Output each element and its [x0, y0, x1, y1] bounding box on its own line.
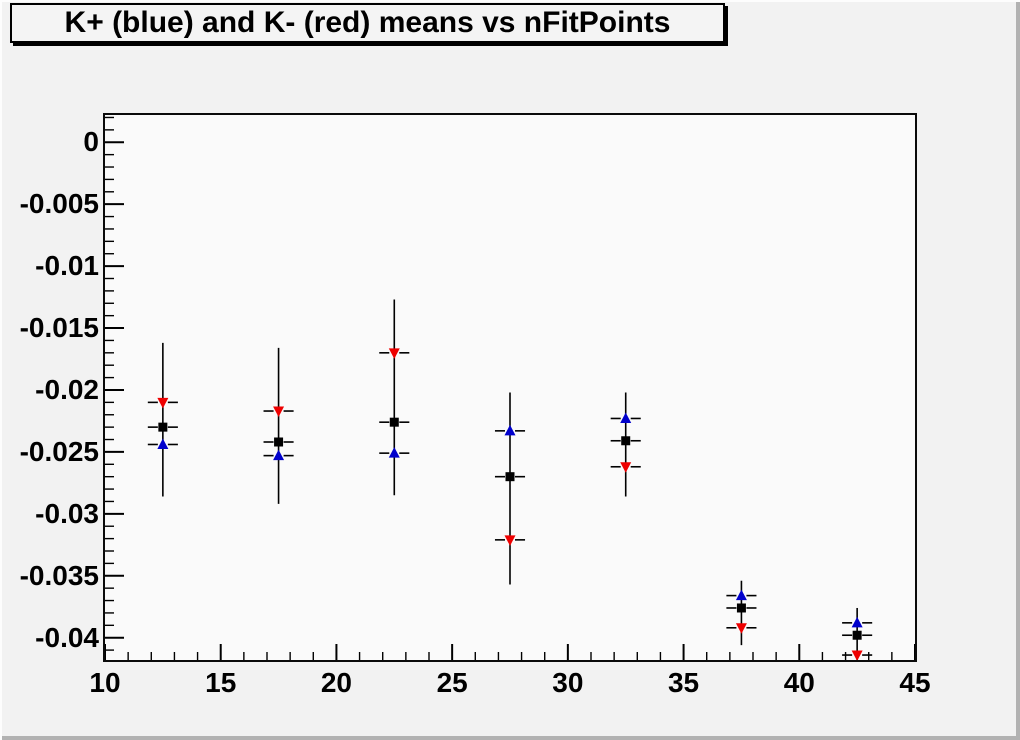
marker-combined-mean [852, 630, 862, 640]
marker-k--mean [388, 348, 400, 359]
y-tick-label: -0.02 [35, 373, 99, 405]
marker-combined-mean [389, 417, 399, 427]
marker-combined-mean [736, 603, 746, 613]
y-tick-label: -0.04 [35, 621, 99, 653]
marker-k+-mean [851, 616, 863, 628]
y-tick-label: -0.03 [35, 497, 99, 529]
marker-combined-mean [158, 422, 168, 432]
title-box[interactable]: K+ (blue) and K- (red) means vs nFitPoin… [10, 3, 725, 43]
marker-combined-mean [505, 472, 515, 482]
marker-k--mean [620, 462, 632, 473]
y-tick-label: -0.015 [19, 312, 99, 344]
y-tick-label: -0.035 [19, 559, 99, 591]
x-tick-label: 40 [783, 667, 815, 698]
marker-k--mean [273, 406, 285, 418]
x-tick-label: 20 [320, 667, 352, 698]
marker-k+-mean [504, 424, 516, 436]
chart-title: K+ (blue) and K- (red) means vs nFitPoin… [64, 6, 671, 39]
y-tick-label: -0.025 [19, 435, 99, 467]
plot-frame[interactable] [103, 113, 917, 662]
x-tick-label: 15 [205, 667, 237, 698]
marker-k+-mean [273, 449, 285, 461]
marker-k--mean [735, 623, 747, 634]
x-tick-label: 10 [89, 667, 121, 698]
x-tick-label: 30 [552, 667, 584, 698]
y-tick-label: -0.005 [19, 188, 99, 220]
marker-k--mean [157, 397, 169, 409]
marker-combined-mean [274, 437, 284, 447]
x-tick-label: 35 [667, 667, 700, 698]
marker-k--mean [504, 535, 516, 546]
marker-k--mean [851, 650, 863, 660]
y-tick-label: 0 [83, 126, 99, 158]
x-tick-label: 25 [436, 667, 468, 698]
marker-k+-mean [620, 412, 632, 423]
marker-k+-mean [388, 447, 400, 458]
plot-area [105, 116, 915, 660]
y-tick-label: -0.01 [35, 250, 99, 282]
marker-k+-mean [157, 438, 169, 449]
x-tick-label: 45 [899, 667, 931, 698]
marker-k+-mean [735, 589, 747, 601]
marker-combined-mean [621, 436, 631, 446]
